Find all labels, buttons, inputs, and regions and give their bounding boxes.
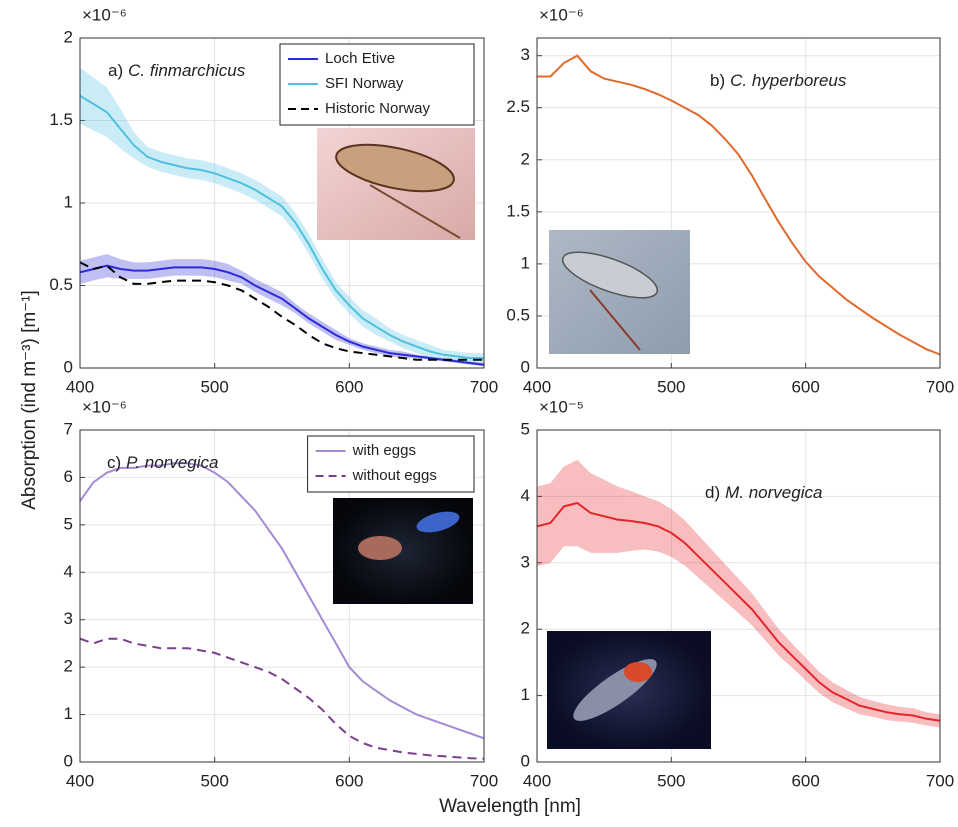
y-tick-label: 2.5 <box>506 97 530 116</box>
y-tick-label: 0 <box>521 751 530 770</box>
y-tick-label: 1 <box>64 704 73 723</box>
legend-label: SFI Norway <box>325 75 404 92</box>
y-tick-label: 1 <box>64 192 73 211</box>
y-tick-label: 0 <box>64 357 73 376</box>
error-band <box>544 475 557 565</box>
x-tick-label: 400 <box>523 771 551 790</box>
x-tick-label: 700 <box>470 771 498 790</box>
species-name: P. norvegica <box>126 453 218 472</box>
legend-label: Loch Etive <box>325 50 395 67</box>
y-tick-label: 2 <box>521 149 530 168</box>
x-tick-label: 500 <box>200 377 228 396</box>
y-tick-label: 3 <box>521 552 530 571</box>
y-multiplier: ×10⁻⁵ <box>539 397 584 416</box>
error-band <box>557 463 570 554</box>
figure: Absorption (ind m⁻³) [m⁻¹] Wavelength [n… <box>0 0 958 827</box>
error-band <box>275 192 288 224</box>
x-tick-label: 600 <box>335 771 363 790</box>
legend-label: without eggs <box>352 467 437 484</box>
panel-label: c) <box>107 453 121 472</box>
y-tick-label: 1.5 <box>506 201 530 220</box>
y-multiplier: ×10⁻⁶ <box>82 5 127 24</box>
x-tick-label: 500 <box>657 771 685 790</box>
y-tick-label: 1 <box>521 685 530 704</box>
y-axis-label: Absorption (ind m⁻³) [m⁻¹] <box>19 290 40 510</box>
error-band <box>141 139 154 169</box>
photo-shape <box>358 536 402 560</box>
x-tick-label: 400 <box>523 377 551 396</box>
y-tick-label: 0.5 <box>49 275 73 294</box>
y-tick-label: 0 <box>64 751 73 770</box>
y-tick-label: 0 <box>521 357 530 376</box>
panel-title: b) C. hyperboreus <box>710 71 847 90</box>
y-tick-label: 2 <box>521 619 530 638</box>
x-tick-label: 600 <box>791 771 819 790</box>
x-tick-label: 700 <box>926 771 954 790</box>
panel-label: a) <box>108 61 123 80</box>
legend-label: with eggs <box>352 442 416 459</box>
x-tick-label: 600 <box>335 377 363 396</box>
x-tick-label: 400 <box>66 771 94 790</box>
species-name: C. finmarchicus <box>128 61 246 80</box>
legend-label: Historic Norway <box>325 100 431 117</box>
y-tick-label: 3 <box>521 45 530 64</box>
panel-title: d) M. norvegica <box>705 483 822 502</box>
y-tick-label: 5 <box>64 514 73 533</box>
y-multiplier: ×10⁻⁶ <box>539 5 584 24</box>
species-name: C. hyperboreus <box>730 71 847 90</box>
x-tick-label: 500 <box>657 377 685 396</box>
y-tick-label: 3 <box>64 609 73 628</box>
y-tick-label: 1.5 <box>49 110 73 129</box>
x-axis-label: Wavelength [nm] <box>439 796 581 817</box>
panel-title: c) P. norvegica <box>107 453 218 472</box>
y-tick-label: 2 <box>64 657 73 676</box>
y-tick-label: 1 <box>521 253 530 272</box>
x-tick-label: 400 <box>66 377 94 396</box>
panel-label: d) <box>705 483 720 502</box>
error-band <box>127 121 140 163</box>
y-tick-label: 6 <box>64 467 73 486</box>
error-band <box>114 98 127 153</box>
y-tick-label: 5 <box>521 419 530 438</box>
error-band <box>329 271 342 306</box>
y-tick-label: 2 <box>64 27 73 46</box>
panel-label: b) <box>710 71 725 90</box>
y-tick-label: 4 <box>521 486 530 505</box>
series-line <box>80 639 484 759</box>
x-tick-label: 600 <box>791 377 819 396</box>
y-tick-label: 7 <box>64 419 73 438</box>
y-tick-label: 4 <box>64 562 73 581</box>
x-tick-label: 700 <box>470 377 498 396</box>
species-name: M. norvegica <box>725 483 822 502</box>
panel-title: a) C. finmarchicus <box>108 61 246 80</box>
x-tick-label: 500 <box>200 771 228 790</box>
error-band <box>853 693 866 715</box>
x-tick-label: 700 <box>926 377 954 396</box>
y-multiplier: ×10⁻⁶ <box>82 397 127 416</box>
photo-shape <box>624 662 652 682</box>
y-tick-label: 0.5 <box>506 305 530 324</box>
